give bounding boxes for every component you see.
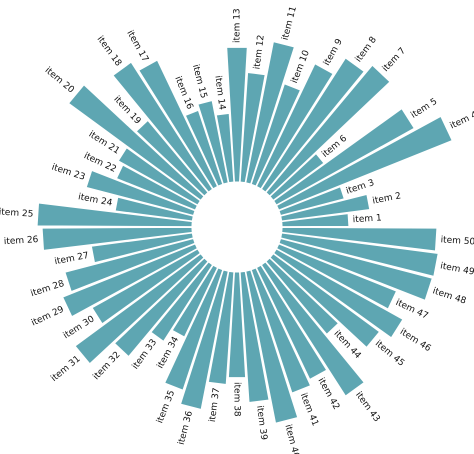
bar-item-47 [275,243,398,310]
bar-item-14 [215,112,235,184]
bar-item-11 [244,40,296,185]
bar-item-41 [250,267,312,394]
bar-item-33 [149,261,214,343]
bar-item-48 [278,237,434,302]
label-item-46: item 46 [398,327,433,354]
label-item-2: item 2 [372,191,402,206]
bar-item-15 [196,99,230,185]
bar-item-1 [281,212,350,228]
label-item-22: item 22 [82,151,118,175]
bars-layer [36,40,454,425]
label-item-25: item 25 [0,208,34,220]
bar-item-40 [244,269,299,425]
bar-item-39 [239,270,270,404]
label-item-24: item 24 [77,192,113,208]
bar-item-10 [250,82,302,187]
bar-item-25 [36,202,193,228]
bar-item-42 [255,264,328,381]
label-item-13: item 13 [233,8,243,43]
label-item-40: item 40 [282,423,300,454]
bar-item-29 [61,243,199,318]
label-item-39: item 39 [254,405,268,441]
label-item-31: item 31 [49,354,82,384]
label-item-23: item 23 [50,163,86,183]
label-item-4: item 4 [449,110,474,131]
label-item-20: item 20 [43,66,76,96]
bar-item-26 [41,226,193,252]
bar-item-24 [114,196,195,222]
bar-item-27 [90,232,195,264]
label-item-29: item 29 [30,305,66,329]
bar-item-3 [278,185,346,217]
label-item-28: item 28 [30,279,66,299]
label-item-35: item 35 [155,389,177,425]
bar-item-49 [279,232,439,278]
label-item-50: item 50 [440,235,474,247]
label-item-43: item 43 [353,390,381,424]
label-item-7: item 7 [381,46,408,74]
label-item-5: item 5 [409,97,439,121]
bar-item-23 [85,169,196,217]
bar-item-36 [179,269,230,411]
bar-item-43 [260,261,366,398]
bar-item-46 [272,248,404,339]
bar-item-35 [163,267,224,392]
label-item-41: item 41 [298,392,320,428]
label-item-26: item 26 [4,235,39,247]
bar-item-5 [272,107,416,206]
label-item-18: item 18 [95,35,124,69]
bar-item-50 [281,226,438,252]
bar-item-30 [91,248,202,325]
bar-item-31 [74,252,205,365]
label-item-14: item 14 [212,75,226,111]
bar-item-22 [115,164,199,211]
label-item-27: item 27 [54,251,90,267]
label-item-8: item 8 [354,35,379,64]
bar-item-45 [269,252,381,349]
label-item-48: item 48 [431,286,467,306]
bar-item-8 [260,56,366,193]
label-item-12: item 12 [252,34,266,70]
bar-item-17 [137,59,219,190]
bar-item-16 [184,109,224,187]
bar-item-44 [265,257,340,336]
label-item-17: item 17 [124,29,149,64]
label-item-37: item 37 [208,387,222,423]
bar-item-37 [207,270,235,386]
bar-item-34 [171,264,219,338]
bar-item-32 [113,257,209,358]
label-item-45: item 45 [373,339,406,369]
bar-item-21 [117,146,202,206]
bar-item-12 [239,71,266,184]
bar-item-6 [269,152,325,202]
label-item-49: item 49 [439,261,474,277]
bar-item-4 [275,115,454,211]
bar-item-7 [265,64,391,197]
bar-item-18 [111,61,214,193]
label-item-36: item 36 [177,410,195,446]
bar-item-13 [225,46,249,183]
bar-item-38 [227,271,247,379]
label-item-15: item 15 [190,63,208,99]
bar-item-9 [255,62,335,190]
label-item-11: item 11 [281,5,299,41]
bar-item-28 [64,237,196,293]
label-item-1: item 1 [352,213,381,225]
bar-item-20 [67,83,205,202]
bar-item-2 [279,193,371,222]
bar-item-19 [135,119,209,197]
label-item-38: item 38 [232,382,242,417]
